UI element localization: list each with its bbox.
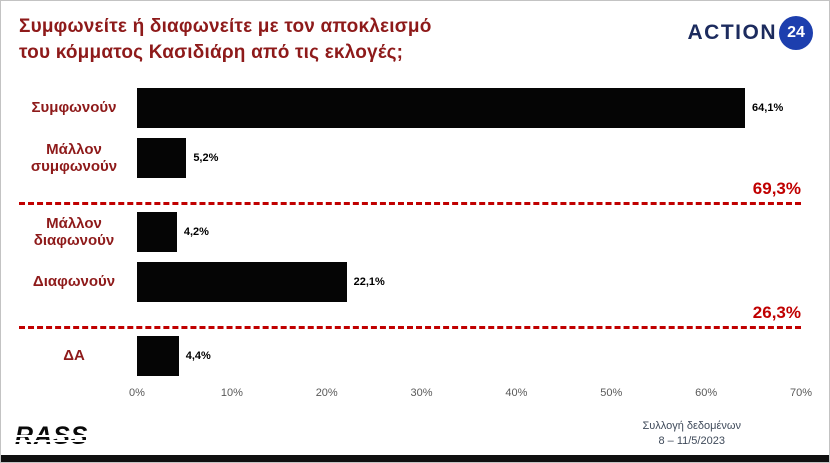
x-tick-label: 60%: [695, 387, 718, 399]
x-tick-label: 10%: [220, 387, 243, 399]
plot-area: 4,4%: [137, 333, 801, 379]
group-separator: 69,3%: [19, 179, 801, 205]
category-label: Μάλλον συμφωνούν: [30, 140, 118, 175]
chart-row: Συμφωνούν 64,1%: [19, 85, 801, 131]
plot-area: 4,2%: [137, 209, 801, 255]
chart-row: Διαφωνούν 22,1%: [19, 259, 801, 305]
bottom-bar: [1, 455, 829, 462]
action24-logo: ACTION 24: [687, 16, 813, 50]
action24-logo-circle: 24: [779, 16, 813, 50]
plot-area: 22,1%: [137, 259, 801, 305]
x-tick-label: 30%: [410, 387, 433, 399]
category-label: ΔΑ: [63, 347, 85, 365]
group-total-label: 69,3%: [752, 179, 801, 198]
value-label: 22,1%: [353, 276, 385, 288]
value-label: 5,2%: [193, 152, 219, 164]
header: Συμφωνείτε ή διαφωνείτε με τον αποκλεισμ…: [1, 1, 829, 79]
value-label: 64,1%: [752, 102, 784, 114]
data-collection-note: Συλλογή δεδομένων 8 – 11/5/2023: [642, 419, 741, 449]
bar: [137, 88, 746, 128]
title-line-1: Συμφωνείτε ή διαφωνείτε με τον αποκλεισμ…: [19, 16, 432, 37]
note-line-2: 8 – 11/5/2023: [658, 435, 725, 447]
title-line-2: του κόμματος Κασιδιάρη από τις εκλογές;: [19, 42, 404, 63]
category-label: Διαφωνούν: [32, 273, 116, 291]
plot-area: 5,2%: [137, 135, 801, 181]
plot-area: 64,1%: [137, 85, 801, 131]
footer: RASS Συλλογή δεδομένων 8 – 11/5/2023: [1, 407, 829, 455]
group-total-label: 26,3%: [752, 303, 801, 322]
bar: [137, 336, 179, 376]
value-label: 4,4%: [185, 350, 211, 362]
bar-chart: Συμφωνούν 64,1% Μάλλον συμφωνούν 5,2% 69,3% Μ…: [19, 85, 801, 379]
category-label: Συμφωνούν: [31, 99, 117, 117]
value-label: 4,2%: [183, 226, 209, 238]
bar: [137, 212, 177, 252]
category-label: Μάλλον διαφωνούν: [33, 214, 115, 249]
page-title: Συμφωνείτε ή διαφωνείτε με τον αποκλεισμ…: [19, 14, 432, 66]
x-tick-label: 0%: [129, 387, 145, 399]
bar: [137, 138, 187, 178]
x-axis: 0% 10% 20% 30% 40% 50% 60% 70%: [129, 387, 812, 405]
x-tick-label: 70%: [789, 387, 813, 399]
bar: [137, 262, 347, 302]
chart-row: Μάλλον συμφωνούν 5,2%: [19, 135, 801, 181]
action24-logo-text: ACTION: [687, 21, 777, 44]
x-tick-label: 50%: [600, 387, 623, 399]
chart-row: ΔΑ 4,4%: [19, 333, 801, 379]
x-tick-label: 40%: [505, 387, 528, 399]
x-tick-label: 20%: [315, 387, 338, 399]
chart-row: Μάλλον διαφωνούν 4,2%: [19, 209, 801, 255]
note-line-1: Συλλογή δεδομένων: [642, 420, 741, 432]
rass-logo: RASS: [15, 422, 92, 451]
group-separator: 26,3%: [19, 303, 801, 329]
